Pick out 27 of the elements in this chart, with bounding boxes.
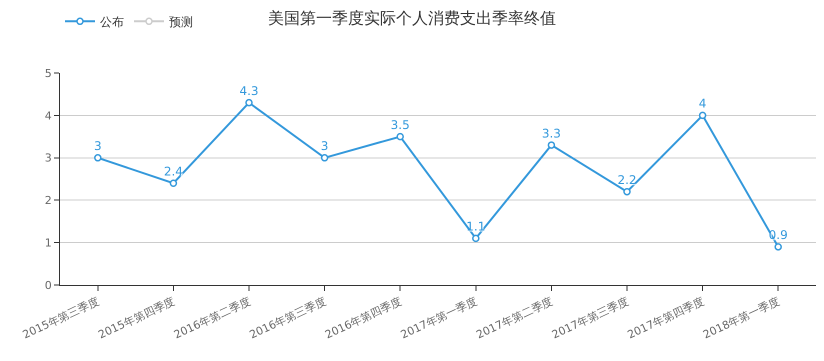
- legend-label: 预测: [169, 14, 193, 29]
- point: [698, 112, 706, 120]
- point: [396, 132, 404, 140]
- point: [170, 179, 178, 187]
- data-label: 2.2: [617, 172, 637, 187]
- data-label: 4: [698, 96, 706, 111]
- chart-title: 美国第一季度实际个人消费支出季率终值: [268, 8, 556, 28]
- point: [774, 243, 782, 251]
- y-tick-label: 0: [44, 278, 52, 292]
- data-label: 4.3: [239, 84, 259, 98]
- data-label: 2.4: [164, 164, 183, 178]
- data-label: 3: [320, 139, 328, 154]
- y-tick-label: 4: [44, 109, 52, 122]
- legend-label: 公布: [100, 14, 124, 29]
- data-label: 3.3: [542, 126, 561, 140]
- point: [472, 234, 480, 242]
- y-tick-label: 1: [44, 236, 52, 250]
- point: [623, 188, 631, 196]
- point: [94, 154, 102, 162]
- y-tick-label: 2: [44, 194, 52, 208]
- y-tick-label: 5: [44, 66, 52, 80]
- point: [320, 154, 328, 162]
- y-tick-label: 3: [44, 152, 52, 165]
- point: [548, 141, 556, 149]
- data-label: 3.5: [390, 118, 410, 132]
- point: [245, 98, 253, 106]
- data-label: 3: [94, 139, 102, 154]
